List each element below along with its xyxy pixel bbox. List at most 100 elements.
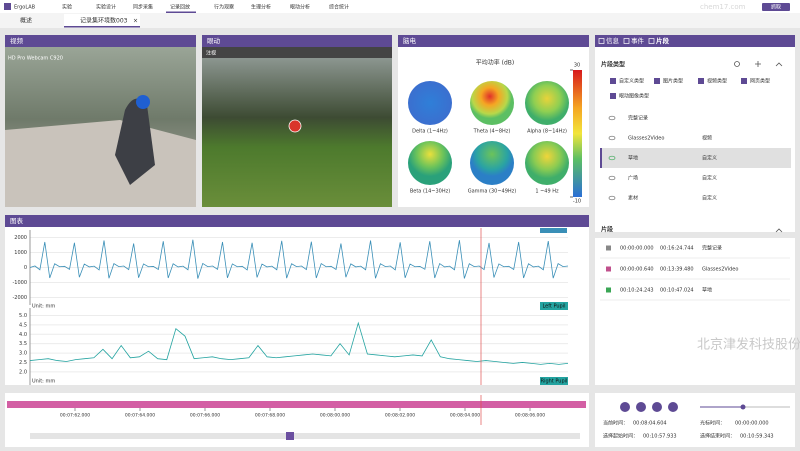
side-tab[interactable]: 事件 (631, 36, 645, 45)
section-title: 片段 (601, 226, 613, 234)
panel-title: 脑电 (403, 36, 417, 45)
topomap (525, 141, 569, 185)
scroll-thumb[interactable] (286, 432, 294, 440)
checkbox-label[interactable]: 眼动图像类型 (619, 93, 649, 100)
nav-item[interactable]: 眼动分析 (290, 4, 310, 11)
segment-cell: Glasses2Video (702, 267, 738, 273)
panel-header (5, 215, 589, 227)
nav-item[interactable]: 实验设计 (96, 4, 116, 11)
time-label: 选择结束时间： (700, 433, 735, 440)
nav-item[interactable]: 同步采集 (133, 4, 153, 11)
y-tick-label: -2000 (12, 295, 27, 301)
topomap-label: Beta (14~30Hz) (410, 189, 450, 195)
watermark: chem17.com (700, 3, 746, 11)
checkbox[interactable] (698, 78, 704, 84)
capture-button[interactable] (762, 3, 790, 11)
divider (595, 232, 795, 238)
segment-cell: 完整记录 (702, 245, 722, 252)
checkbox[interactable] (610, 93, 616, 99)
next-button[interactable] (652, 402, 662, 412)
play-button[interactable] (636, 402, 646, 412)
time-label: 当前时间： (603, 420, 628, 427)
topomap (525, 81, 569, 125)
y-tick-label: 2000 (14, 235, 27, 241)
segment-cell: 00:16:24.744 (660, 246, 694, 252)
search-icon[interactable] (734, 61, 740, 67)
type-name[interactable]: Glasses2Video (628, 136, 664, 142)
type-name[interactable]: 素材 (628, 195, 638, 202)
colorbar (573, 70, 582, 197)
segment-cell: 00:10:24.243 (620, 288, 654, 294)
nav-item[interactable]: 记录回放 (170, 4, 190, 11)
section-actions[interactable] (755, 61, 783, 67)
colorbar-ticks: 30 -10 (570, 63, 581, 205)
y-tick-label: 0 (24, 265, 27, 271)
tab-record-label[interactable]: 记录集环境数003 (80, 17, 128, 25)
topomap (470, 141, 514, 185)
tab-record[interactable] (64, 14, 140, 27)
checkbox-label[interactable]: 图片类型 (663, 78, 683, 85)
prev-button[interactable] (620, 402, 630, 412)
side-tab[interactable]: 信息 (606, 36, 620, 45)
side-panel (595, 35, 795, 385)
panel-header (202, 35, 392, 47)
camera-label: HD Pro Webcam C920 (8, 56, 63, 62)
checkbox-label[interactable]: 网页类型 (750, 78, 770, 85)
type-name[interactable]: 草地 (628, 155, 638, 162)
type-name[interactable]: 完整记录 (628, 115, 648, 122)
collapse-icon[interactable] (775, 228, 783, 233)
panel-title: 眼动 (207, 37, 221, 45)
visibility-icon[interactable] (608, 175, 616, 181)
visibility-icon[interactable] (608, 135, 616, 141)
nav-item[interactable]: 生理分析 (251, 4, 271, 11)
timeline-label: 00:08:02.000 (385, 413, 415, 419)
volume-knob[interactable] (740, 404, 746, 410)
nav-item[interactable]: 行为观察 (214, 4, 234, 11)
segment-list: 00:00:00.000 00:16:24.744 完整记录 00:00:00.640… (600, 245, 790, 301)
series-line (29, 321, 569, 365)
eye-toolbar (202, 47, 392, 58)
nav-item[interactable]: 综合统计 (329, 4, 349, 11)
checkbox[interactable] (654, 78, 660, 84)
topomap-label: Delta (1~4Hz) (412, 129, 448, 135)
topomaps: Delta (1~4Hz) Theta (4~8Hz) Alpha (8~14Hz)… (408, 81, 569, 195)
time-value: 00:08:04.604 (633, 421, 667, 427)
checkbox-label[interactable]: 视频类型 (707, 78, 727, 85)
capture-label[interactable]: 抓取 (771, 4, 781, 11)
nav-items: 实验 实验设计 同步采集 记录回放 行为观察 生理分析 眼动分析 综合统计 (62, 4, 349, 13)
tab-close[interactable]: × (133, 18, 138, 25)
nav-item[interactable]: 实验 (62, 4, 72, 11)
segment-cell: 00:00:00.000 (620, 246, 654, 252)
row-selected (600, 148, 791, 168)
topomap-label: Gamma (30~49Hz) (468, 189, 517, 195)
y-tick-label: 3.5 (19, 341, 27, 347)
checkbox[interactable] (741, 78, 747, 84)
checkbox[interactable] (610, 78, 616, 84)
visibility-icon[interactable] (608, 155, 616, 161)
side-tab[interactable]: 片段 (656, 36, 670, 45)
eye-frame (202, 58, 392, 207)
tab-icon (648, 38, 655, 44)
visibility-icon[interactable] (608, 195, 616, 201)
time-value: 00:00:00.000 (735, 421, 769, 427)
settings-button[interactable] (668, 402, 678, 412)
video-ground (5, 120, 196, 207)
type-name[interactable]: 广场 (628, 175, 638, 182)
type-kind: 自定义 (702, 195, 717, 202)
y-tick-label: 3.0 (19, 351, 27, 357)
panel-header (5, 35, 196, 47)
tab-overview[interactable]: 概述 (20, 17, 32, 25)
checkbox-label[interactable]: 自定义类型 (619, 78, 644, 85)
visibility-icon[interactable] (608, 115, 616, 121)
type-kind: 视频 (702, 135, 712, 142)
legend-swatch (540, 377, 568, 385)
segment-cell: 00:00:00.640 (620, 267, 654, 273)
eeg-heading: 平均功率 (dB) (476, 59, 515, 67)
timeline-label: 00:08:04.000 (450, 413, 480, 419)
scroll-track[interactable] (30, 433, 580, 439)
player-buttons[interactable] (620, 402, 678, 412)
tab-bar (0, 13, 800, 28)
